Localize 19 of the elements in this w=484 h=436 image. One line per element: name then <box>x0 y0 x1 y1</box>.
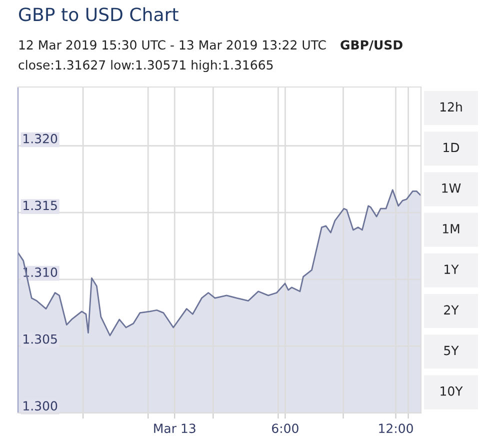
y-tick-label: 1.320 <box>24 134 58 144</box>
text: 1D <box>444 142 460 152</box>
y-tick-label: 1.300 <box>24 401 58 411</box>
text: 10Y <box>440 386 463 396</box>
text: GBP/USD <box>340 40 402 51</box>
text: close:1.31627 low:1.30571 high:1.31665 <box>18 60 273 72</box>
chart-subtitle: 12 Mar 2019 15:30 UTC - 13 Mar 2019 13:22 UTC <box>19 40 326 50</box>
x-tick-label: Mar 13 <box>154 424 196 434</box>
text: 2Y <box>444 305 459 314</box>
text: 5Y <box>444 346 459 356</box>
text: 1Y <box>444 264 459 274</box>
chart-title: GBP to USD Chart <box>19 7 178 22</box>
text: 1W <box>442 184 461 193</box>
x-tick-label: 12:00 <box>379 424 413 434</box>
text: 12h <box>440 102 462 112</box>
y-tick-label: 1.305 <box>24 334 57 344</box>
y-tick-label: 1.315 <box>24 200 57 210</box>
x-tick-label: 6:00 <box>272 424 298 434</box>
text: 1M <box>443 224 460 234</box>
